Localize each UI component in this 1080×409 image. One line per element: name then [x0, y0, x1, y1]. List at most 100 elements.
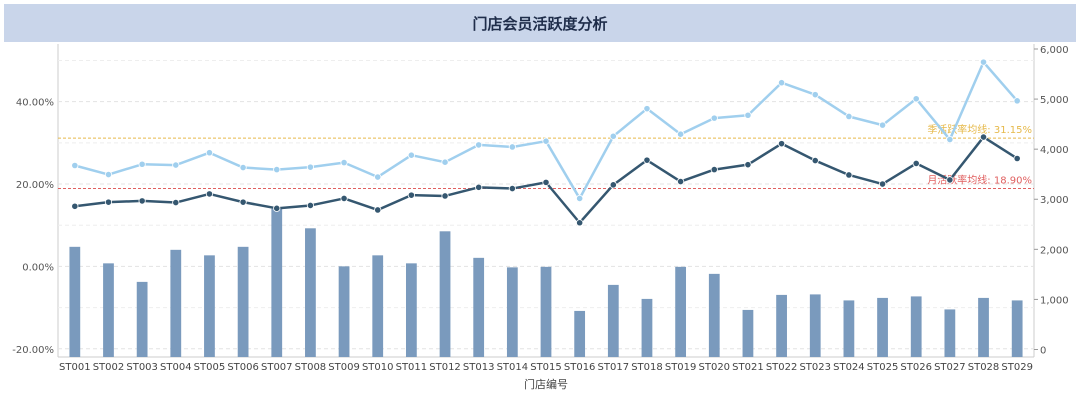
series-point: [710, 166, 718, 174]
x-axis-tick-label: ST011: [396, 362, 428, 373]
x-axis-tick-label: ST024: [833, 362, 865, 373]
series-point: [643, 156, 651, 164]
series-point: [979, 58, 988, 66]
series-line: [74, 60, 1019, 200]
series-point: [138, 160, 146, 168]
x-axis-tick-label: ST001: [59, 362, 91, 373]
series-point: [1013, 97, 1021, 105]
bar: [372, 255, 384, 357]
series-point: [205, 190, 214, 198]
x-axis-tick-label: ST010: [362, 362, 394, 373]
x-axis-tick-label: ST012: [429, 362, 461, 373]
x-axis-tick-label: ST021: [732, 362, 764, 373]
bar: [473, 257, 485, 357]
series-point: [205, 149, 214, 157]
series-point: [777, 79, 786, 87]
series-point: [542, 137, 550, 145]
series-point: [744, 111, 752, 119]
bar: [641, 298, 653, 357]
x-axis-tick-label: ST017: [598, 362, 630, 373]
right-axis-tick-label: 2,000: [1040, 245, 1069, 256]
series-point: [340, 159, 348, 167]
bar: [170, 249, 182, 357]
series-point: [946, 135, 954, 144]
bar: [574, 310, 586, 357]
bar: [978, 297, 989, 357]
x-axis-tick-label: ST014: [497, 362, 529, 373]
series-point: [172, 161, 180, 169]
bar: [540, 266, 552, 357]
series-point: [609, 181, 617, 189]
x-axis-title: 门店编号: [524, 377, 568, 391]
series-point: [239, 163, 247, 172]
series-point: [845, 112, 853, 121]
series-point: [1013, 154, 1021, 163]
x-axis-tick-label: ST003: [126, 362, 158, 373]
bar: [675, 266, 687, 357]
series-point: [273, 204, 281, 212]
series-point: [777, 140, 786, 148]
series-point: [306, 201, 315, 210]
series-point: [946, 176, 954, 184]
bar: [910, 296, 922, 357]
series-point: [677, 177, 685, 186]
series-point: [475, 183, 483, 191]
bar: [136, 281, 148, 357]
series-point: [912, 159, 920, 168]
x-axis-tick-label: ST025: [867, 362, 899, 373]
series-point: [475, 141, 483, 149]
right-axis-tick-label: 1,000: [1040, 295, 1069, 306]
bar: [843, 300, 855, 357]
bar: [877, 297, 888, 357]
left-axis-tick-label: 20.00%: [16, 180, 54, 191]
x-axis-tick-label: ST027: [934, 362, 966, 373]
series-point: [811, 91, 819, 99]
series-point: [71, 202, 79, 210]
series-point: [845, 171, 853, 179]
series-point: [811, 156, 819, 165]
x-axis-tick-label: ST020: [699, 362, 731, 373]
series-point: [441, 158, 449, 166]
series-point: [407, 191, 415, 199]
x-axis-tick-label: ST015: [530, 362, 562, 373]
bar: [944, 309, 956, 357]
x-axis-tick-label: ST026: [900, 362, 932, 373]
bar: [708, 273, 720, 357]
series-point: [340, 194, 348, 203]
series-point: [104, 170, 113, 179]
series-point: [979, 133, 988, 141]
series-point: [508, 143, 516, 151]
series-point: [273, 166, 281, 174]
x-axis-tick-label: ST013: [463, 362, 495, 373]
x-axis-tick-label: ST002: [93, 362, 125, 373]
series-point: [172, 198, 180, 207]
series-point: [912, 95, 920, 103]
series-point: [239, 198, 247, 206]
x-axis-tick-label: ST016: [564, 362, 596, 373]
series-point: [71, 161, 79, 170]
series-point: [744, 161, 752, 169]
x-axis-tick-label: ST019: [665, 362, 697, 373]
bar: [69, 246, 81, 357]
series-point: [407, 151, 415, 159]
bar: [204, 255, 215, 357]
bar: [742, 309, 754, 357]
right-axis-tick-label: 3,000: [1040, 195, 1069, 206]
series-point: [374, 173, 382, 181]
bar: [338, 266, 350, 357]
bar: [103, 263, 114, 357]
x-axis-tick-label: ST005: [194, 362, 226, 373]
series-point: [878, 180, 887, 188]
x-axis-tick-label: ST018: [631, 362, 663, 373]
x-axis-tick-label: ST028: [968, 362, 1000, 373]
series-point: [508, 184, 516, 193]
bar: [809, 294, 821, 357]
x-axis-tick-label: ST007: [261, 362, 293, 373]
bar: [271, 208, 283, 357]
bar: [607, 284, 619, 357]
series-point: [104, 198, 113, 206]
bar: [305, 228, 316, 357]
bar: [405, 263, 417, 357]
bar: [1011, 300, 1023, 357]
